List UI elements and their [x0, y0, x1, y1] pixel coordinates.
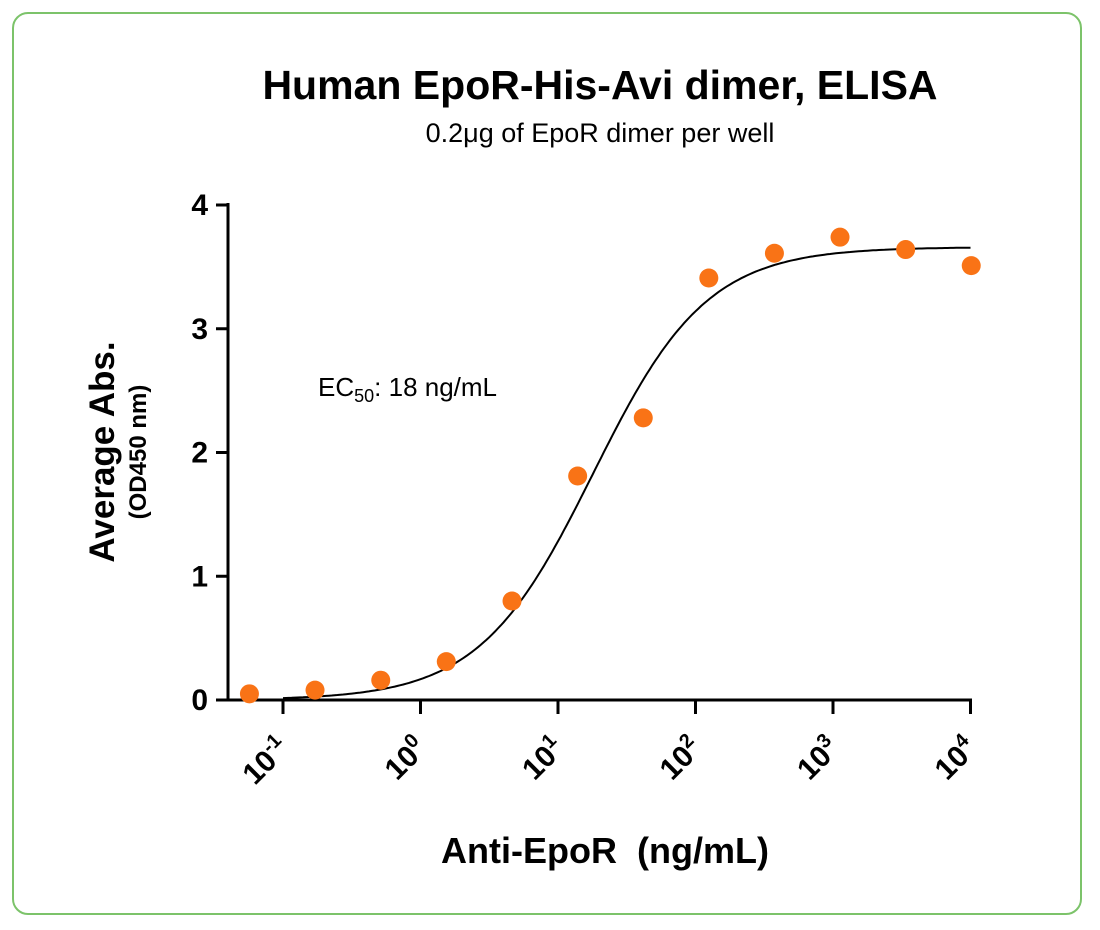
x-tick-label: 101 [514, 729, 571, 786]
y-tick-label: 1 [191, 560, 208, 593]
x-tick-label: 104 [927, 729, 985, 787]
data-point [961, 256, 981, 276]
data-point [371, 670, 391, 690]
x-tick-label: 100 [377, 729, 434, 786]
y-tick-label: 0 [191, 684, 208, 717]
data-point [896, 240, 916, 260]
ec50-subscript: 50 [354, 386, 375, 406]
chart-title: Human EpoR-His-Avi dimer, ELISA [262, 62, 938, 108]
ec50-prefix: EC [318, 372, 355, 402]
x-tick-label: 102 [652, 729, 709, 786]
data-point [764, 243, 784, 263]
x-tick-label: 103 [789, 729, 846, 786]
data-point [699, 268, 719, 288]
fit-curve [282, 246, 971, 700]
data-point [633, 408, 653, 428]
chart-frame [12, 12, 1082, 915]
data-point [568, 466, 588, 486]
ec50-value: : 18 ng/mL [374, 372, 498, 402]
y-tick-label: 2 [191, 437, 208, 470]
data-point [830, 227, 850, 247]
x-axis-label: Anti-EpoR (ng/mL) [441, 830, 769, 871]
ec50-annotation: EC50: 18 ng/mL [318, 372, 497, 407]
data-point [305, 680, 325, 700]
chart-subtitle: 0.2μg of EpoR dimer per well [425, 118, 775, 148]
data-point [502, 591, 522, 611]
data-point [239, 684, 259, 704]
y-tick-label: 3 [191, 313, 208, 346]
data-point [436, 652, 456, 672]
x-tick-label: 10-1 [234, 729, 296, 791]
y-tick-label: 4 [191, 189, 208, 222]
